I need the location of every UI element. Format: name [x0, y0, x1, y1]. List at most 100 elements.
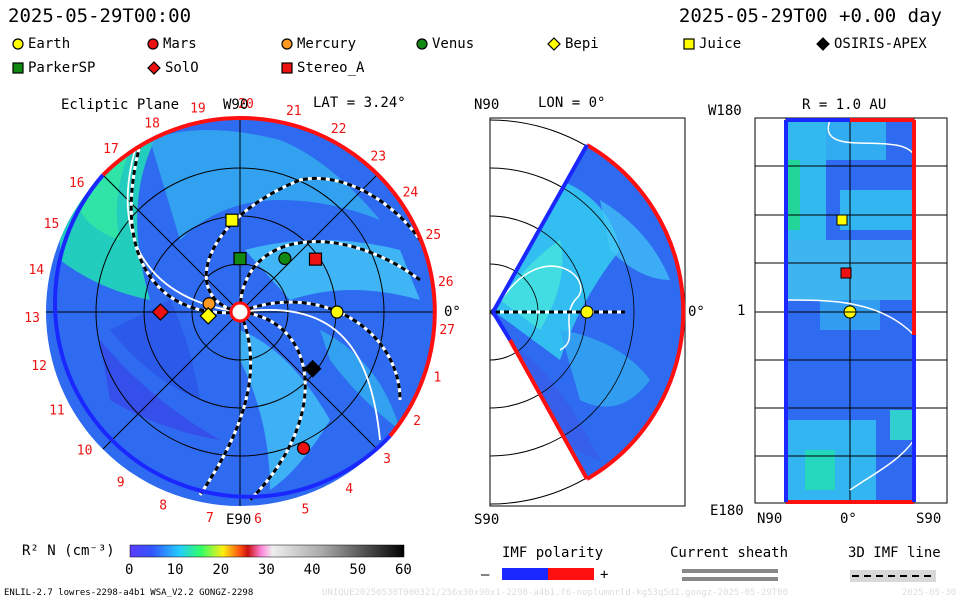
radial-title: R = 1.0 AU: [802, 97, 887, 113]
juice-marker: [225, 213, 239, 227]
legend-label: Stereo_A: [297, 60, 365, 76]
earth-marker-meridional: [580, 305, 594, 319]
current-sheath-label: Current sheath: [670, 545, 789, 561]
carrington-tick-label: 9: [117, 475, 125, 490]
carrington-tick-label: 14: [28, 263, 44, 278]
polarity-arc-positive: [239, 115, 437, 438]
ecliptic-title: Ecliptic Plane: [61, 97, 180, 113]
colorbar-tick-label: 40: [303, 562, 321, 578]
radial-density-blobs: [786, 120, 914, 502]
mars-circle-icon: [147, 38, 159, 50]
polarity-minus: –: [481, 567, 490, 583]
carrington-tick-label: 2: [413, 414, 421, 429]
carrington-tick-label: 11: [49, 404, 65, 419]
meridional-panel: [489, 117, 686, 507]
colorbar-tick-label: 50: [349, 562, 367, 578]
stereo-a-marker-radial: [840, 267, 852, 279]
carrington-tick-label: 15: [44, 217, 60, 232]
ecliptic-bodies: [151, 213, 344, 455]
bepi-diamond-icon: [547, 37, 561, 51]
current-sheath-key: [682, 569, 778, 573]
legend-label: OSIRIS-APEX: [834, 36, 927, 52]
ecliptic-bottom-label: E90: [226, 512, 252, 528]
radial-bottom-left: E180: [710, 503, 744, 519]
stereo-a-square-icon: [281, 62, 293, 74]
legend-label: Venus: [432, 36, 475, 52]
carrington-tick-label: 18: [144, 117, 160, 132]
carrington-tick-label: 5: [301, 502, 309, 517]
carrington-tick-label: 1: [433, 370, 441, 385]
polarity-plus: +: [600, 567, 609, 583]
meridional-density-field: [495, 180, 670, 460]
footer-date: 2025-05-30: [902, 588, 957, 598]
sun-marker: [229, 301, 251, 323]
stereo-a-marker: [308, 252, 323, 266]
juice-square-icon: [683, 38, 695, 50]
colorbar-tick-label: 20: [212, 562, 230, 578]
meridional-top-left: N90: [474, 97, 500, 113]
legend-item-earth: Earth: [12, 36, 70, 52]
osiris-apex-marker: [303, 359, 322, 378]
colorbar-label: R² N (cm⁻³): [22, 543, 115, 559]
polarity-key-positive: [548, 568, 594, 580]
juice-marker-radial: [836, 214, 848, 226]
legend-label: Earth: [28, 36, 71, 52]
carrington-tick-label: 24: [403, 186, 419, 201]
carrington-tick-label: 26: [438, 275, 454, 290]
meridional-bottom-left: S90: [474, 512, 500, 528]
polarity-arc-negative: [52, 173, 392, 499]
carrington-tick-label: 27: [439, 323, 455, 338]
radial-panel: [754, 117, 948, 504]
ecliptic-top-label: W90: [223, 97, 249, 113]
carrington-tick-label: 19: [190, 101, 206, 116]
imf-line-label: 3D IMF line: [848, 545, 941, 561]
carrington-tick-label: 10: [77, 443, 93, 458]
carrington-tick-label: 8: [159, 498, 167, 513]
legend-label: ParkerSP: [28, 60, 96, 76]
venus-marker: [278, 251, 292, 266]
polarity-arc-positive-2: [101, 116, 241, 177]
legend-item-solo: SolO: [147, 60, 199, 76]
body-legend: Earth Mars Mercury Venus Bepi Juice OSIRIS-APE…: [0, 36, 960, 86]
meridional-polarity-arc: [585, 143, 686, 481]
carrington-tick-label: 25: [425, 228, 441, 243]
carrington-tick-label: 6: [254, 512, 262, 527]
carrington-tick-label: 20: [238, 97, 254, 112]
carrington-tick-label: 17: [103, 142, 119, 157]
radial-xtick-right: S90: [916, 511, 942, 527]
legend-item-juice: Juice: [683, 36, 741, 52]
legend-item-bepi: Bepi: [547, 36, 599, 52]
carrington-tick-label: 23: [370, 150, 386, 165]
imf-polarity-label: IMF polarity: [502, 545, 604, 561]
solo-diamond-icon: [147, 61, 161, 75]
colorbar-tick-label: 60: [395, 562, 412, 578]
bepi-marker: [199, 307, 218, 325]
right-timestamp: 2025-05-29T00 +0.00 day: [678, 5, 942, 27]
meridional-sheath: [494, 265, 582, 351]
venus-circle-icon: [416, 38, 428, 50]
footer-run: UNIQUE20250530T000321/256x30x90x1-2298-a…: [322, 588, 788, 598]
legend-label: Bepi: [565, 36, 599, 52]
earth-marker: [330, 305, 344, 319]
legend-item-mercury: Mercury: [281, 36, 356, 52]
legend-label: Juice: [699, 36, 742, 52]
legend-label: Mercury: [297, 36, 357, 52]
radial-mid-left: 1: [737, 303, 746, 319]
meridional-lon-label: LON = 0°: [538, 95, 606, 111]
carrington-tick-label: 4: [345, 482, 353, 497]
carrington-tick-label: 3: [383, 452, 391, 467]
colorbar-tick-label: 30: [258, 562, 275, 578]
colorbar-gradient: [129, 544, 405, 558]
legend-item-venus: Venus: [416, 36, 474, 52]
osiris-apex-diamond-icon: [816, 37, 830, 51]
earth-circle-icon: [12, 38, 24, 50]
carrington-tick-label: 12: [31, 359, 47, 374]
legend-item-stereo-a: Stereo_A: [281, 60, 364, 76]
carrington-tick-label: 21: [286, 104, 302, 119]
meridional-right-label: 0°: [688, 304, 705, 320]
radial-xtick-left: N90: [757, 511, 783, 527]
colorbar-tick-label: 10: [166, 562, 184, 578]
legend-item-parkersp: ParkerSP: [12, 60, 95, 76]
